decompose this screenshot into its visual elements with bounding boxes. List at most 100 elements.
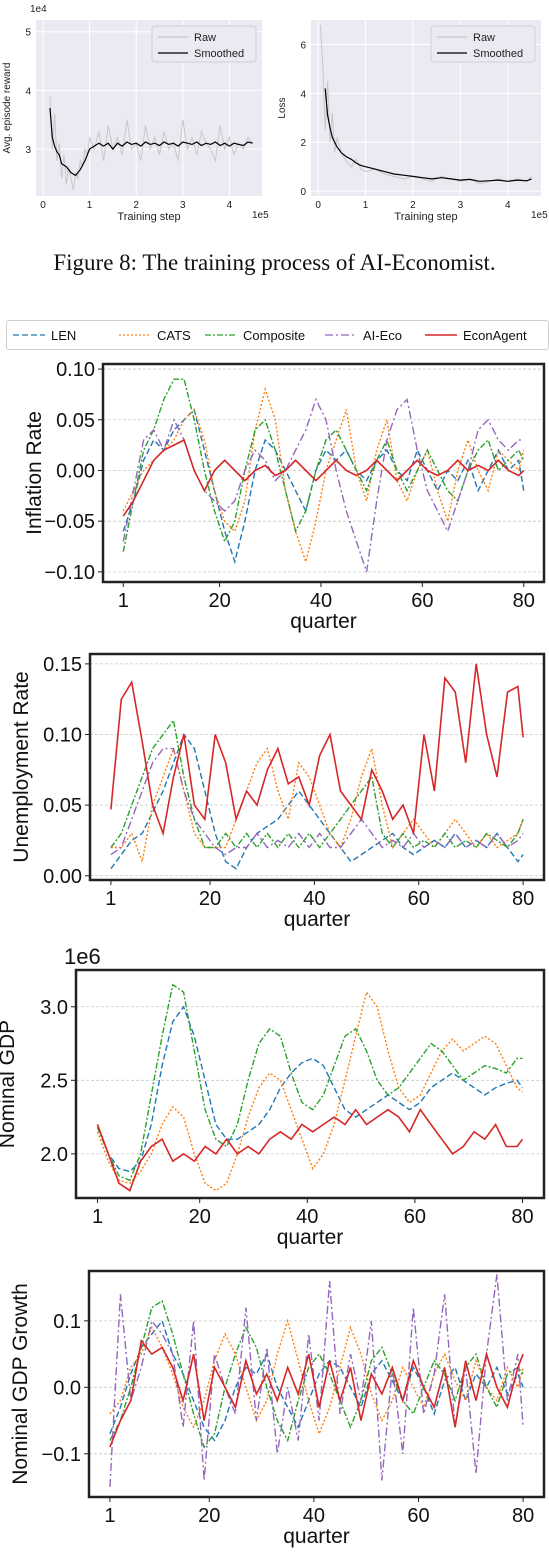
series-raw [49,96,254,191]
y-tick-label: 2.5 [40,1070,68,1092]
training-loss-chart: 0 1 2 3 4 0 2 4 6 Training step Loss 1e5 Raw Smoothed [277,20,548,223]
x-tick-label: 1 [92,1206,103,1228]
y-tick-label: −0.10 [44,562,95,584]
y-tick-label: 6 [300,40,306,51]
y-axis-label: Nominal GDP [0,1020,19,1148]
y-axis-label: Nominal GDP Growth [9,1283,32,1485]
x-tick-label: 1 [87,200,93,211]
chart-legend-label: Smoothed [473,48,523,60]
legend: LEN CATS Composite AI-Eco EconAgent [6,320,549,350]
x-tick-label: 40 [303,1505,325,1527]
x-tick-label: 80 [512,888,534,910]
series-smoothed [49,107,253,177]
series-composite [110,718,524,849]
x-axis-label: Training step [394,211,457,223]
x-tick-label: 0 [315,200,321,211]
y-tick-label: 3 [25,145,31,156]
y-tick-label: 5 [25,28,31,39]
y-tick-label: 0.05 [43,795,82,817]
y-axis-label: Inflation Rate [23,411,46,535]
x-tick-label: 0 [40,200,46,211]
x-tick-label: 1 [104,1505,115,1527]
nominal-gdp-growth-chart: −0.1 0.0 0.1 1 20 40 60 80 quarter Nominal GDP Gr… [9,1269,546,1548]
x-tick-label: 60 [411,590,433,612]
x-tick-label: 4 [227,200,233,211]
x-tick-label: 4 [505,200,511,211]
y-offset-label: 1e6 [64,944,101,969]
legend-label: AI-Eco [363,328,402,343]
y-tick-label: 0 [300,187,306,198]
x-tick-label: 2 [133,200,139,211]
chart-legend-label: Raw [194,32,216,44]
x-tick-label: 20 [198,1505,220,1527]
x-tick-label: 2 [410,200,416,211]
y-tick-label: −0.1 [42,1444,81,1466]
y-axis-label: Loss [277,97,288,118]
y-axis-label: Unemployment Rate [10,671,33,862]
series-ai-eco [110,747,524,856]
series-len [96,1005,524,1173]
series-cats [109,1318,524,1437]
y-tick-label: 0.10 [56,359,95,381]
y-offset-label: 1e4 [30,4,47,15]
plot-frame [88,652,546,882]
series-ai-eco [122,397,524,573]
x-tick-label: 60 [407,1505,429,1527]
legend-item-len: LEN [13,328,76,343]
x-tick-label: 1 [118,590,129,612]
y-tick-label: 0.0 [53,1377,81,1399]
legend-item-ai-eco: AI-Eco [325,328,402,343]
x-axis-label: Training step [117,211,180,223]
series-econagent [109,1338,524,1448]
y-tick-label: 0.05 [56,410,95,432]
x-offset-label: 1e5 [531,210,548,221]
training-reward-chart: 0 1 2 3 4 3 4 5 Training step Avg. episode reward… [2,4,269,223]
legend-label: Composite [243,328,305,343]
y-tick-label: 2.0 [40,1144,68,1166]
nominal-gdp-chart: 2.0 2.5 3.0 1 20 40 60 80 quarter Nominal GDP 1e6 [0,944,546,1249]
x-tick-label: 80 [511,1206,533,1228]
series-composite [122,378,525,552]
y-tick-label: 2 [300,138,306,149]
series-econagent [122,438,525,517]
x-axis-label: quarter [283,1525,350,1548]
y-tick-label: 0.10 [43,725,82,747]
x-tick-label: 1 [105,888,116,910]
y-axis-label: Avg. episode reward [2,63,13,154]
legend-label: CATS [157,328,191,343]
x-axis-label: quarter [277,1226,344,1249]
x-axis-label: quarter [284,908,351,931]
x-tick-label: 20 [189,1206,211,1228]
legend-item-composite: Composite [205,328,305,343]
legend-label: EconAgent [463,328,527,343]
y-tick-label: 4 [300,89,306,100]
legend-item-cats: CATS [119,328,191,343]
y-tick-label: −0.05 [44,511,95,533]
series-cats [96,990,523,1192]
legend-item-econagent: EconAgent [425,328,527,343]
plot-frame [101,362,546,584]
x-offset-label: 1e5 [252,210,269,221]
x-tick-label: 80 [512,1505,534,1527]
x-tick-label: 40 [296,1206,318,1228]
plot-area [76,970,544,1198]
x-axis-label: quarter [290,610,357,633]
x-tick-label: 20 [208,590,230,612]
series-smoothed [324,88,532,182]
x-tick-label: 40 [303,888,325,910]
x-tick-label: 60 [404,1206,426,1228]
x-tick-label: 80 [513,590,535,612]
plot-frame [74,968,546,1200]
x-tick-label: 40 [310,590,332,612]
x-tick-label: 1 [363,200,369,211]
figure-caption: Figure 8: The training process of AI-Eco… [53,250,496,275]
y-tick-label: 0.1 [53,1311,81,1333]
y-tick-label: 4 [25,86,31,97]
y-tick-label: 3.0 [40,997,68,1019]
legend-label: LEN [51,328,76,343]
series-raw [320,24,532,185]
series-econagent [110,663,524,837]
x-tick-label: 20 [199,888,221,910]
y-tick-label: 0.15 [43,654,82,676]
x-tick-label: 3 [458,200,464,211]
